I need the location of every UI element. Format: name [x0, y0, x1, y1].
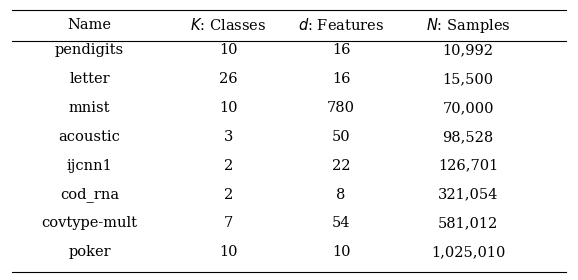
Text: 126,701: 126,701 — [438, 159, 498, 173]
Text: 22: 22 — [332, 159, 350, 173]
Text: $\mathit{K}$: Classes: $\mathit{K}$: Classes — [190, 17, 266, 33]
Text: cod_rna: cod_rna — [60, 187, 119, 202]
Text: $\mathit{N}$: Samples: $\mathit{N}$: Samples — [426, 16, 510, 35]
Text: 780: 780 — [327, 101, 355, 115]
Text: 10: 10 — [219, 43, 238, 57]
Text: 50: 50 — [332, 130, 350, 144]
Text: 321,054: 321,054 — [438, 188, 498, 202]
Text: acoustic: acoustic — [58, 130, 121, 144]
Text: $\mathit{d}$: Features: $\mathit{d}$: Features — [298, 17, 384, 33]
Text: pendigits: pendigits — [55, 43, 124, 57]
Text: 10,992: 10,992 — [443, 43, 494, 57]
Text: 3: 3 — [224, 130, 233, 144]
Text: Name: Name — [68, 18, 112, 32]
Text: 16: 16 — [332, 72, 350, 86]
Text: poker: poker — [68, 245, 111, 259]
Text: 16: 16 — [332, 43, 350, 57]
Text: 26: 26 — [219, 72, 238, 86]
Text: 98,528: 98,528 — [443, 130, 494, 144]
Text: 10: 10 — [219, 245, 238, 259]
Text: 581,012: 581,012 — [438, 216, 498, 230]
Text: mnist: mnist — [69, 101, 110, 115]
Text: covtype-mult: covtype-mult — [42, 216, 138, 230]
Text: 10: 10 — [332, 245, 350, 259]
Text: 7: 7 — [224, 216, 233, 230]
Text: 2: 2 — [224, 188, 233, 202]
Text: 15,500: 15,500 — [443, 72, 494, 86]
Text: 8: 8 — [336, 188, 346, 202]
Text: 1,025,010: 1,025,010 — [431, 245, 505, 259]
Text: 2: 2 — [224, 159, 233, 173]
Text: 54: 54 — [332, 216, 350, 230]
Text: ijcnn1: ijcnn1 — [66, 159, 113, 173]
Text: 10: 10 — [219, 101, 238, 115]
Text: 70,000: 70,000 — [442, 101, 494, 115]
Text: letter: letter — [69, 72, 110, 86]
